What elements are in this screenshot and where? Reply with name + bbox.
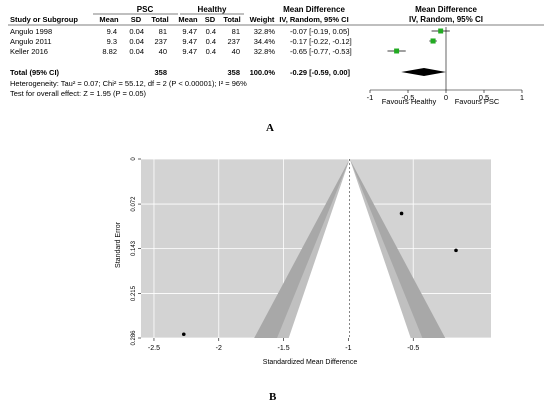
study-n1: 81 <box>159 27 167 36</box>
col-weight: Weight <box>250 15 275 24</box>
study-row: Angulo 1998 9.4 0.04 81 9.47 0.4 81 32.8… <box>10 27 349 36</box>
study-row: Angulo 2011 9.3 0.04 237 9.47 0.4 237 34… <box>10 37 352 46</box>
col-total2: Total <box>223 15 240 24</box>
funnel-y-tick-label: 0.286 <box>131 330 137 346</box>
study-mean2: 9.47 <box>182 27 197 36</box>
study-name: Angulo 1998 <box>10 27 52 36</box>
study-sd1: 0.04 <box>129 37 144 46</box>
forest-x-tick-label: 1 <box>520 93 524 102</box>
col-sd1: SD <box>131 15 142 24</box>
favours-right-label: Favours PSC <box>455 97 500 106</box>
study-mean2: 9.47 <box>182 47 197 56</box>
funnel-x-tick-label: -2.5 <box>148 345 160 352</box>
study-mean1: 8.82 <box>102 47 117 56</box>
plot-header: Mean Difference <box>415 5 477 14</box>
study-n1: 40 <box>159 47 167 56</box>
column-headers: Study or Subgroup Mean SD Total Mean SD … <box>10 15 349 24</box>
funnel-y-tick-label: 0.143 <box>131 240 137 256</box>
study-ci: -0.17 [-0.22, -0.12] <box>290 37 352 46</box>
funnel-y-tick-label: 0.215 <box>131 285 137 301</box>
funnel-x-tick-label: -2 <box>216 345 222 352</box>
forest-x-tick-label: -1 <box>367 93 374 102</box>
total-n1: 358 <box>154 68 167 77</box>
col-total1: Total <box>151 15 168 24</box>
study-weight: 34.4% <box>254 37 276 46</box>
funnel-plot-area: -2.5 -2 -1.5 -1 -0.5 0 0.072 0.143 0.215 0.286 <box>131 157 491 352</box>
pooled-diamond <box>401 68 446 76</box>
funnel-point <box>181 332 186 337</box>
total-n2: 358 <box>227 68 240 77</box>
forest-x-tick-label: 0.5 <box>479 93 489 102</box>
funnel-x-tick-label: -1.5 <box>278 345 290 352</box>
study-sd1: 0.04 <box>129 47 144 56</box>
funnel-point <box>399 211 404 216</box>
effect-header: Mean Difference <box>283 5 345 14</box>
study-sd2: 0.4 <box>206 27 216 36</box>
study-sd2: 0.4 <box>206 37 216 46</box>
study-n1: 237 <box>154 37 167 46</box>
forest-x-tick-label: 0 <box>444 93 448 102</box>
forest-plot-area: -1 -0.5 0 0.5 1 <box>367 27 524 102</box>
study-mean1: 9.3 <box>107 37 117 46</box>
total-name: Total (95% CI) <box>10 68 60 77</box>
study-ci: -0.65 [-0.77, -0.53] <box>290 47 352 56</box>
study-square <box>438 28 444 34</box>
total-row: Total (95% CI) 358 358 100.0% -0.29 [-0.… <box>10 68 351 77</box>
funnel-point <box>454 248 458 253</box>
study-sd2: 0.4 <box>206 47 216 56</box>
panel-label-a: A <box>266 122 274 134</box>
overall-effect-text: Test for overall effect: Z = 1.95 (P = 0… <box>10 89 147 98</box>
col-mean1: Mean <box>99 15 119 24</box>
forest-plot: PSC Healthy Mean Difference Mean Differe… <box>8 5 544 106</box>
study-mean1: 9.4 <box>107 27 117 36</box>
funnel-y-tick-label: 0 <box>131 157 137 161</box>
col-mean2: Mean <box>178 15 198 24</box>
study-n2: 81 <box>232 27 240 36</box>
total-weight: 100.0% <box>250 68 276 77</box>
funnel-xlabel: Standardized Mean Difference <box>263 359 358 366</box>
study-square <box>430 38 436 44</box>
study-square <box>394 48 400 54</box>
funnel-ylabel: Standard Error <box>115 221 122 268</box>
col-sd2: SD <box>205 15 216 24</box>
study-ci: -0.07 [-0.19, 0.05] <box>290 27 349 36</box>
favours-left-label: Favours Healthy <box>382 97 437 106</box>
forest-x-tick-label: -0.5 <box>402 93 415 102</box>
group1-header: PSC <box>137 5 154 14</box>
study-row: Keller 2016 8.82 0.04 40 9.47 0.4 40 32.… <box>10 47 352 56</box>
study-mean2: 9.47 <box>182 37 197 46</box>
group2-header: Healthy <box>198 5 227 14</box>
study-n2: 40 <box>232 47 240 56</box>
plot-header-sub: IV, Random, 95% CI <box>409 15 483 24</box>
heterogeneity-text: Heterogeneity: Tau² = 0.07; Chi² = 55.12… <box>10 79 247 88</box>
study-weight: 32.8% <box>254 47 276 56</box>
funnel-y-tick-label: 0.072 <box>131 196 137 212</box>
total-ci: -0.29 [-0.59, 0.00] <box>290 68 351 77</box>
study-weight: 32.8% <box>254 27 276 36</box>
study-name: Keller 2016 <box>10 47 48 56</box>
funnel-x-tick-label: -0.5 <box>407 345 419 352</box>
funnel-x-tick-label: -1 <box>345 345 351 352</box>
panel-label-b: B <box>269 391 277 403</box>
col-study: Study or Subgroup <box>10 15 78 24</box>
study-n2: 237 <box>227 37 240 46</box>
study-sd1: 0.04 <box>129 27 144 36</box>
study-name: Angulo 2011 <box>10 37 52 46</box>
col-ci: IV, Random, 95% CI <box>279 15 348 24</box>
